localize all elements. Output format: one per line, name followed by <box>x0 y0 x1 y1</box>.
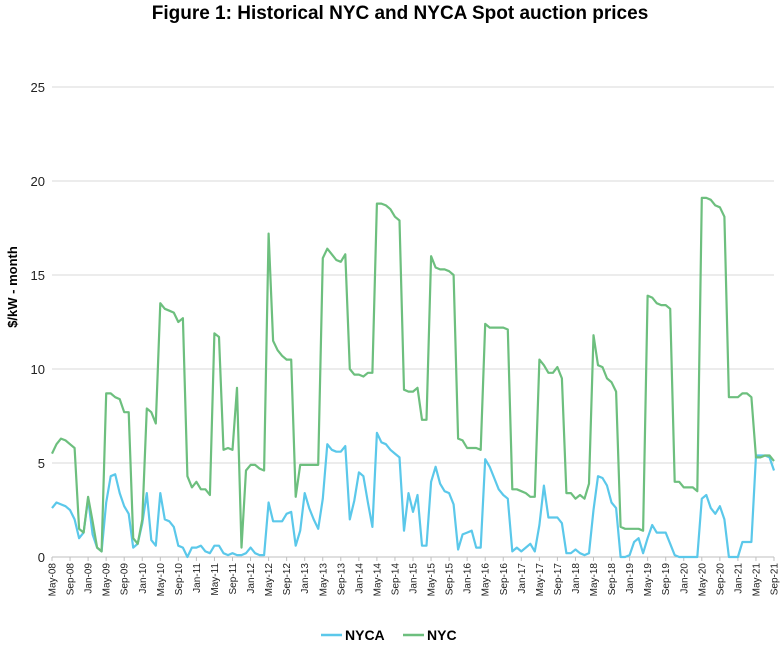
x-tick-label: May-12 <box>264 563 275 597</box>
x-tick-label: May-11 <box>210 563 221 596</box>
x-tick-label: Jan-19 <box>625 563 636 594</box>
x-tick-label: Sep-08 <box>66 563 77 596</box>
x-tick-label: Sep-15 <box>445 563 456 596</box>
x-tick-label: May-15 <box>427 563 438 597</box>
y-tick-label-10: 10 <box>31 362 45 377</box>
y-tick-label-15: 15 <box>31 268 45 283</box>
legend: NYCA NYC <box>321 627 457 643</box>
y-tick-label-20: 20 <box>31 174 45 189</box>
x-tick-label: Sep-18 <box>607 563 618 596</box>
y-tick-label-5: 5 <box>38 456 45 471</box>
x-tick-label: May-08 <box>48 563 59 597</box>
x-tick-label: Sep-12 <box>282 563 293 596</box>
x-tick-label: May-17 <box>535 563 546 597</box>
x-tick-label: May-13 <box>318 563 329 597</box>
x-tick-label: Jan-10 <box>138 563 149 594</box>
x-tick-label: Sep-10 <box>174 563 185 596</box>
x-tick-label: Sep-16 <box>499 563 510 596</box>
gridlines <box>52 86 774 464</box>
y-axis-label: $/kW - month <box>5 246 20 328</box>
x-tick-label: May-20 <box>697 563 708 597</box>
x-tick-label: Jan-11 <box>192 563 203 593</box>
x-axis-ticks: May-08 Sep-08 Jan-09 May-09 Sep-09 Jan-10 May-… <box>48 557 781 596</box>
series-line-nyca <box>51 431 776 559</box>
x-tick-label: Sep-11 <box>228 563 239 595</box>
x-tick-label: Jan-18 <box>571 563 582 594</box>
x-tick-label: Jan-16 <box>463 563 474 594</box>
x-tick-label: Sep-17 <box>553 563 564 596</box>
series-line-nyc <box>51 196 775 553</box>
x-tick-label: Jan-17 <box>517 563 528 594</box>
y-tick-label-25: 25 <box>31 80 45 95</box>
x-tick-label: Sep-09 <box>120 563 131 596</box>
x-tick-label: Jan-09 <box>84 563 95 594</box>
x-tick-label: Sep-13 <box>336 563 347 596</box>
x-tick-label: Sep-21 <box>770 563 781 596</box>
x-tick-label: Jan-20 <box>679 563 690 594</box>
x-tick-label: May-09 <box>102 563 113 597</box>
plot-area <box>51 196 776 559</box>
x-tick-label: Jan-21 <box>733 563 744 594</box>
x-tick-label: Jan-15 <box>409 563 420 594</box>
x-tick-label: Sep-14 <box>390 563 401 596</box>
y-axis-ticks: 0 5 10 15 20 25 <box>31 80 45 565</box>
x-tick-label: Sep-19 <box>661 563 672 596</box>
legend-label-nyca: NYCA <box>345 627 385 643</box>
x-tick-label: Jan-12 <box>246 563 257 594</box>
x-tick-label: May-10 <box>156 563 167 597</box>
x-tick-label: May-16 <box>481 563 492 597</box>
x-tick-label: May-21 <box>751 563 762 597</box>
x-tick-label: Sep-20 <box>715 563 726 596</box>
y-tick-label-0: 0 <box>38 550 45 565</box>
x-tick-label: Jan-13 <box>300 563 311 594</box>
x-tick-label: May-18 <box>589 563 600 597</box>
legend-label-nyc: NYC <box>427 627 457 643</box>
x-tick-label: May-14 <box>372 563 383 597</box>
x-tick-label: Jan-14 <box>354 563 365 594</box>
chart-title: Figure 1: Historical NYC and NYCA Spot a… <box>152 3 649 24</box>
x-tick-label: May-19 <box>643 563 654 597</box>
